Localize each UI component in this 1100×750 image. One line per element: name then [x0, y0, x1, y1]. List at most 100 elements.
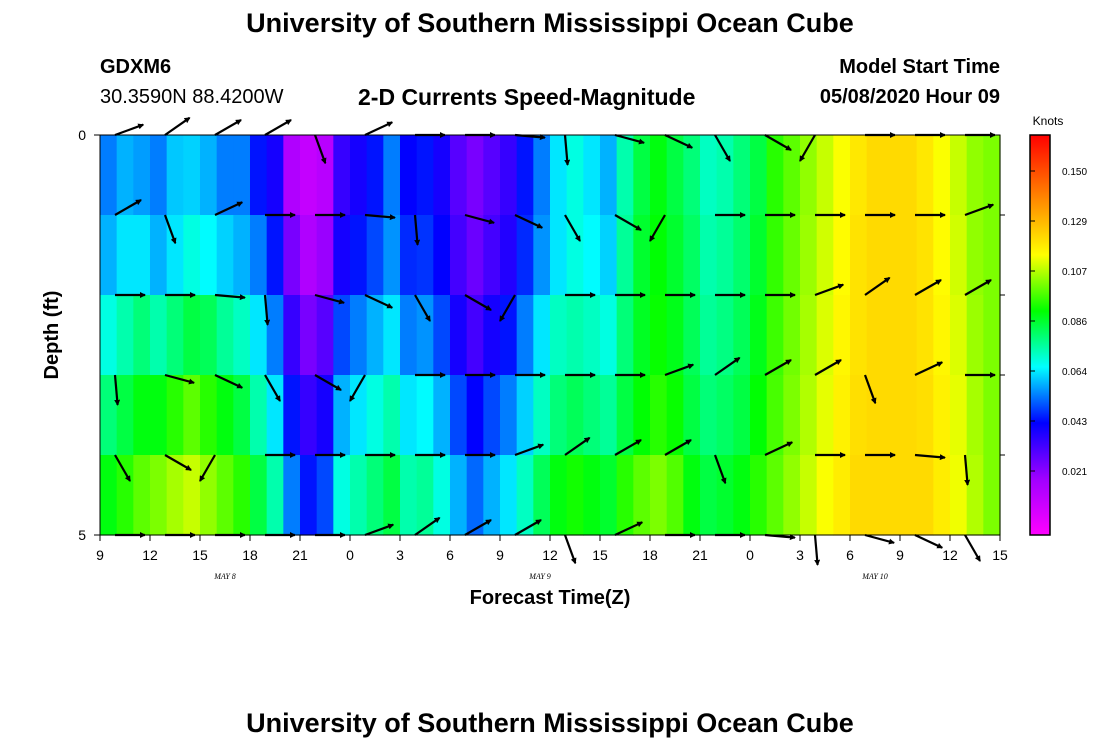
heatmap-cell: [883, 375, 901, 456]
heatmap-cell: [650, 295, 668, 376]
heatmap-cell: [800, 295, 818, 376]
heatmap-cell: [466, 455, 484, 536]
heatmap-cell: [283, 375, 301, 456]
heatmap-cell: [650, 455, 668, 536]
heatmap-cell: [816, 295, 834, 376]
current-arrow: [364, 294, 394, 309]
current-arrow: [314, 374, 342, 391]
heatmap-cell: [900, 375, 918, 456]
heatmap-cell: [233, 375, 251, 456]
heatmap-cell: [983, 295, 1001, 376]
x-tick-label: 3: [396, 547, 404, 563]
heatmap-cell: [566, 375, 584, 456]
page-title: University of Southern Mississippi Ocean…: [246, 8, 854, 38]
heatmap-cell: [166, 215, 184, 296]
heatmap-cell: [916, 455, 934, 536]
current-arrow: [914, 361, 944, 376]
heatmap-cell: [283, 215, 301, 296]
heatmap-cell: [300, 135, 318, 216]
current-arrow: [464, 294, 492, 311]
heatmap-cell: [500, 215, 518, 296]
heatmap-cell: [433, 375, 451, 456]
heatmap-cell: [416, 375, 434, 456]
model-start-label: Model Start Time: [839, 56, 1000, 78]
current-arrow: [263, 294, 271, 326]
heatmap-cells: [100, 135, 1001, 536]
heatmap-cell: [516, 215, 534, 296]
heatmap-cell: [883, 135, 901, 216]
current-arrow: [614, 214, 642, 231]
heatmap-cell: [516, 295, 534, 376]
current-arrow: [514, 443, 545, 457]
heatmap-cell: [333, 375, 351, 456]
heatmap-cell: [100, 135, 118, 216]
current-arrow: [563, 534, 577, 565]
heatmap-cell: [400, 135, 418, 216]
heatmap-cell: [783, 215, 801, 296]
heatmap-cell: [850, 375, 868, 456]
current-arrow: [963, 454, 971, 486]
current-arrow: [563, 134, 571, 166]
heatmap-cell: [416, 135, 434, 216]
current-arrow: [799, 134, 816, 162]
heatmap-cell: [666, 455, 684, 536]
heatmap-cell: [450, 375, 468, 456]
current-arrow: [564, 436, 591, 456]
heatmap-cell: [116, 375, 134, 456]
x-tick-label: 6: [846, 547, 854, 563]
heatmap-cell: [400, 215, 418, 296]
heatmap-cell: [216, 215, 234, 296]
heatmap-cell: [200, 375, 218, 456]
heatmap-cell: [933, 215, 951, 296]
heatmap-cell: [550, 375, 568, 456]
heatmap-cell: [866, 455, 884, 536]
heatmap-cell: [916, 295, 934, 376]
heatmap-cell: [833, 375, 851, 456]
heatmap-cell: [433, 135, 451, 216]
heatmap-cell: [366, 455, 384, 536]
heatmap-cell: [950, 375, 968, 456]
current-arrow: [164, 373, 195, 385]
heatmap-cell: [866, 215, 884, 296]
y-tick-label: 0: [78, 127, 86, 143]
heatmap-cell: [950, 135, 968, 216]
current-arrow: [214, 374, 244, 389]
heatmap-cell: [866, 295, 884, 376]
heatmap-cell: [133, 135, 151, 216]
heatmap-cell: [550, 135, 568, 216]
heatmap-cell: [916, 215, 934, 296]
heatmap-cell: [100, 375, 118, 456]
heatmap-cell: [133, 215, 151, 296]
heatmap-cell: [966, 295, 984, 376]
heatmap-cell: [250, 455, 268, 536]
heatmap-cell: [233, 295, 251, 376]
heatmap-cell: [883, 295, 901, 376]
heatmap-cell: [683, 455, 701, 536]
heatmap-cell: [700, 295, 718, 376]
heatmap-cell: [450, 295, 468, 376]
heatmap-cell: [666, 375, 684, 456]
heatmap-cell: [866, 375, 884, 456]
heatmap-cell: [550, 295, 568, 376]
heatmap-cell: [966, 135, 984, 216]
heatmap-cell: [116, 215, 134, 296]
heatmap-cell: [266, 455, 284, 536]
heatmap-cell: [633, 295, 651, 376]
heatmap-cell: [483, 455, 501, 536]
heatmap-cell: [700, 135, 718, 216]
current-arrow: [314, 293, 345, 305]
x-tick-label: 3: [796, 547, 804, 563]
heatmap-cell: [383, 295, 401, 376]
heatmap-cell: [216, 135, 234, 216]
heatmap-cell: [833, 295, 851, 376]
current-arrow: [614, 133, 645, 145]
current-arrow: [514, 519, 542, 536]
heatmap-cell: [516, 455, 534, 536]
heatmap-cell: [466, 375, 484, 456]
heatmap-cell: [350, 215, 368, 296]
heatmap-cell: [133, 295, 151, 376]
heatmap-cell: [750, 295, 768, 376]
colorbar-tick-label: 0.150: [1062, 167, 1087, 178]
heatmap-cell: [583, 215, 601, 296]
heatmap-cell: [683, 375, 701, 456]
